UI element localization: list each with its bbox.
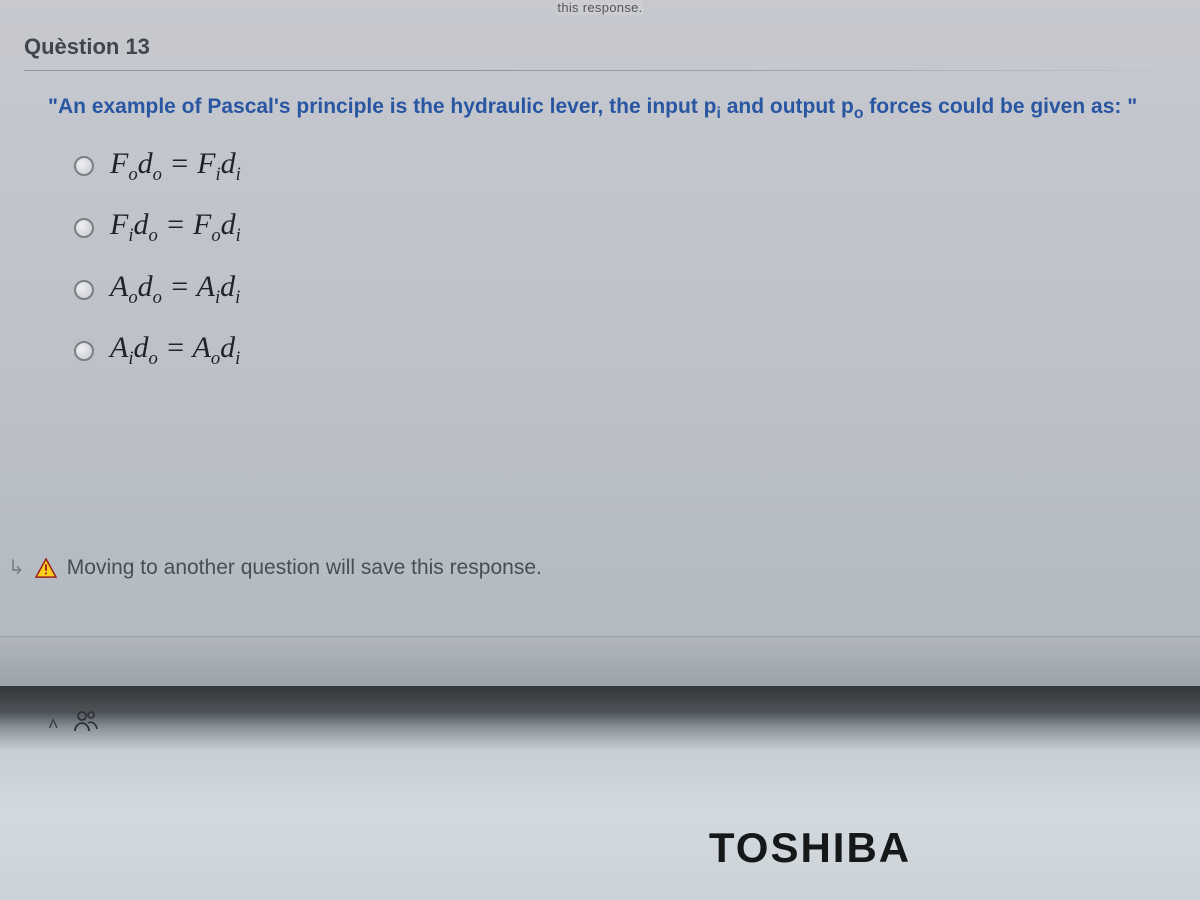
sym: A (197, 270, 215, 303)
brand-label: TOSHIBA (709, 824, 911, 872)
sub: o (153, 287, 162, 308)
radio-icon[interactable] (74, 280, 94, 300)
radio-icon[interactable] (74, 156, 94, 176)
prompt-part: "An example of Pascal's principle is the… (48, 95, 716, 118)
prompt-part: and output p (721, 95, 854, 118)
people-icon[interactable] (73, 710, 99, 738)
sub: i (235, 287, 240, 308)
sub: o (211, 225, 220, 246)
sub: o (211, 348, 220, 369)
option-1[interactable]: Fodo = Fidi (74, 149, 1200, 185)
laptop-screen: this response. Quèstion 13 "An example o… (0, 0, 1200, 900)
tray-expand-icon[interactable]: ˄ (48, 714, 59, 735)
radio-icon[interactable] (74, 341, 94, 361)
option-formula: Aodo = Aidi (110, 272, 240, 308)
sym: F (197, 147, 215, 180)
sym: A (193, 331, 211, 364)
divider (24, 70, 1200, 71)
top-partial-text: this response. (0, 0, 1200, 18)
arrow-right-icon: ↳ (8, 555, 25, 580)
warning-icon (35, 558, 57, 578)
sym: F (110, 147, 128, 180)
save-notice-text: Moving to another question will save thi… (67, 556, 542, 580)
system-tray: ˄ (48, 710, 99, 738)
option-formula: Aido = Aodi (110, 333, 240, 369)
prompt-part: forces could be given as: " (863, 95, 1137, 118)
sub: o (149, 348, 158, 369)
option-formula: Fodo = Fidi (110, 149, 241, 185)
sym: d (138, 147, 153, 180)
top-hint: this response. (557, 0, 642, 15)
sym: d (134, 331, 149, 364)
options-list: Fodo = Fidi Fido = Fodi Aodo = Aidi (24, 149, 1200, 369)
sym: A (110, 270, 128, 303)
option-4[interactable]: Aido = Aodi (74, 333, 1200, 369)
question-title: Quèstion 13 (24, 28, 1200, 70)
sym: d (134, 208, 149, 241)
sub: i (235, 348, 240, 369)
sub: o (149, 225, 158, 246)
sub: o (153, 164, 162, 185)
sym: d (220, 270, 235, 303)
option-3[interactable]: Aodo = Aidi (74, 272, 1200, 308)
sym: F (110, 208, 128, 241)
bottom-toolbar-strip (0, 636, 1200, 686)
radio-icon[interactable] (74, 218, 94, 238)
option-formula: Fido = Fodi (110, 210, 241, 246)
save-notice-row: ↳ Moving to another question will save t… (8, 555, 542, 580)
sub: i (236, 225, 241, 246)
sym: F (193, 208, 211, 241)
sym: d (221, 208, 236, 241)
sym: A (110, 331, 128, 364)
sub: i (236, 164, 241, 185)
option-2[interactable]: Fido = Fodi (74, 210, 1200, 246)
sym: d (221, 147, 236, 180)
sub: o (128, 287, 137, 308)
sub: o (128, 164, 137, 185)
sym: d (220, 331, 235, 364)
question-prompt: "An example of Pascal's principle is the… (24, 93, 1200, 125)
question-block: Quèstion 13 "An example of Pascal's prin… (24, 28, 1200, 369)
laptop-bezel: TOSHIBA (0, 686, 1200, 900)
sym: d (138, 270, 153, 303)
